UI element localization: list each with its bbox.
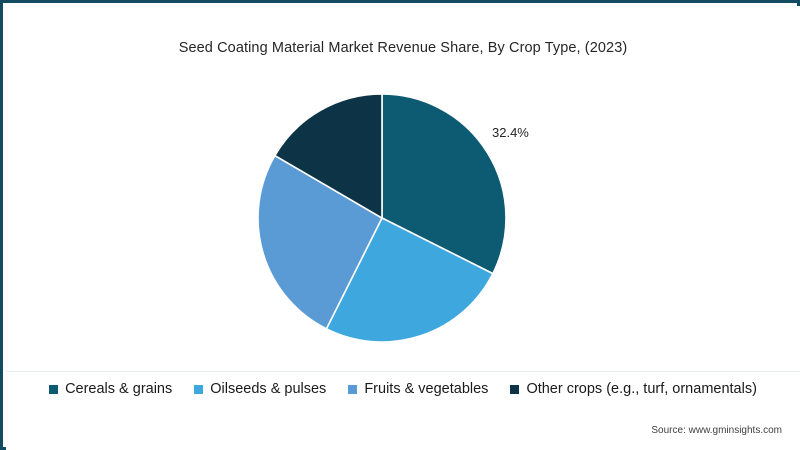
chart-canvas: Seed Coating Material Market Revenue Sha… <box>6 6 800 450</box>
legend-swatch-icon <box>194 384 204 394</box>
page-title: Seed Coating Material Market Revenue Sha… <box>178 40 628 56</box>
legend-item[interactable]: Other crops (e.g., turf, ornamentals) <box>510 381 757 397</box>
pie-slice <box>257 154 384 330</box>
pie-chart <box>257 93 507 343</box>
legend-item-label: Other crops (e.g., turf, ornamentals) <box>526 381 757 397</box>
pie-slice <box>381 93 507 275</box>
pie-chart-area: 32.4% <box>6 6 800 366</box>
legend-item[interactable]: Oilseeds & pulses <box>194 382 326 397</box>
slice-value-label: 32.4% <box>492 125 529 140</box>
legend-swatch-icon <box>510 384 520 394</box>
chart-legend: Cereals & grains Oilseeds & pulses Fruits … <box>6 382 800 397</box>
legend-item[interactable]: Cereals & grains <box>49 382 172 397</box>
legend-item-label: Fruits & vegetables <box>364 381 489 397</box>
legend-divider <box>6 371 800 372</box>
pie-slice <box>273 93 383 220</box>
legend-item-label: Oilseeds & pulses <box>210 381 327 397</box>
source-attribution: Source: www.gminsights.com <box>651 425 782 436</box>
legend-swatch-icon <box>49 384 59 394</box>
legend-item-label: Cereals & grains <box>65 381 173 397</box>
pie-slice-group <box>257 93 507 343</box>
pie-slice <box>325 216 494 343</box>
legend-item[interactable]: Fruits & vegetables <box>348 382 488 397</box>
legend-swatch-icon <box>348 384 358 394</box>
